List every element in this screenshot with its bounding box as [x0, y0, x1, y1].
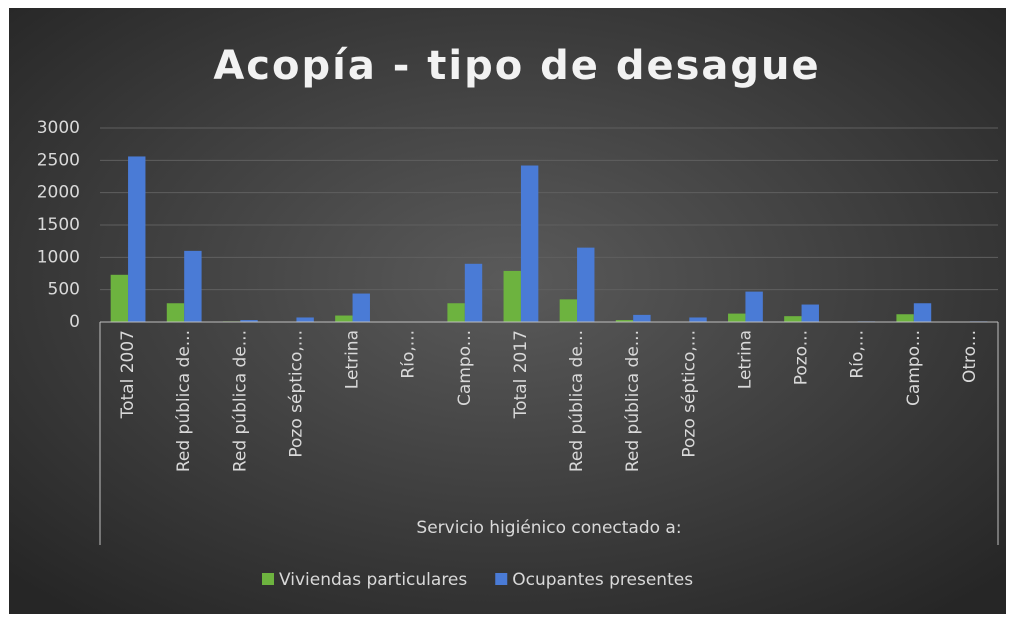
y-tick-label: 3000 [37, 118, 80, 138]
x-tick-label: Letrina [735, 330, 755, 389]
x-tick-label: Río,... [399, 330, 419, 379]
bar [784, 316, 801, 322]
bar [728, 314, 745, 322]
y-tick-label: 2000 [37, 183, 80, 203]
y-tick-label: 2500 [37, 150, 80, 170]
bar [802, 305, 819, 322]
x-tick-label: Otro... [960, 330, 980, 383]
x-tick-label: Red pública de... [623, 330, 643, 472]
bar [521, 166, 538, 322]
bar [745, 292, 762, 322]
bar [111, 275, 128, 322]
bar [689, 317, 706, 322]
bar [184, 251, 201, 322]
legend-label: Viviendas particulares [279, 570, 467, 590]
bar [560, 299, 577, 322]
x-tick-label: Red pública de... [174, 330, 194, 472]
bar [447, 303, 464, 322]
x-tick-label: Campo... [904, 330, 924, 406]
bar [896, 314, 913, 322]
x-tick-label: Río,... [848, 330, 868, 379]
bar [914, 303, 931, 322]
x-tick-label: Total 2007 [118, 330, 138, 419]
bar [296, 317, 313, 322]
x-tick-label: Letrina [343, 330, 363, 389]
bar [335, 316, 352, 322]
chart-title: Acopía - tipo de desague [213, 43, 820, 89]
y-tick-label: 500 [48, 280, 80, 300]
x-tick-label: Pozo séptico,... [679, 330, 699, 458]
bar [465, 264, 482, 322]
x-tick-label: Red pública de... [230, 330, 250, 472]
x-axis-group-label: Servicio higiénico conectado a: [416, 518, 681, 538]
x-tick-label: Pozo... [792, 330, 812, 385]
legend-swatch [262, 573, 274, 585]
bar [504, 271, 521, 322]
bar [353, 294, 370, 322]
bar [167, 303, 184, 322]
legend-label: Ocupantes presentes [512, 570, 693, 590]
y-tick-label: 1500 [37, 215, 80, 235]
x-tick-label: Red pública de... [567, 330, 587, 472]
x-tick-label: Campo... [455, 330, 475, 406]
x-tick-label: Total 2017 [511, 330, 531, 419]
bar [577, 248, 594, 322]
y-tick-label: 0 [69, 312, 80, 332]
bar [128, 156, 145, 322]
bar [633, 315, 650, 322]
y-tick-label: 1000 [37, 247, 80, 267]
legend-swatch [495, 573, 507, 585]
x-tick-label: Pozo séptico,... [286, 330, 306, 458]
